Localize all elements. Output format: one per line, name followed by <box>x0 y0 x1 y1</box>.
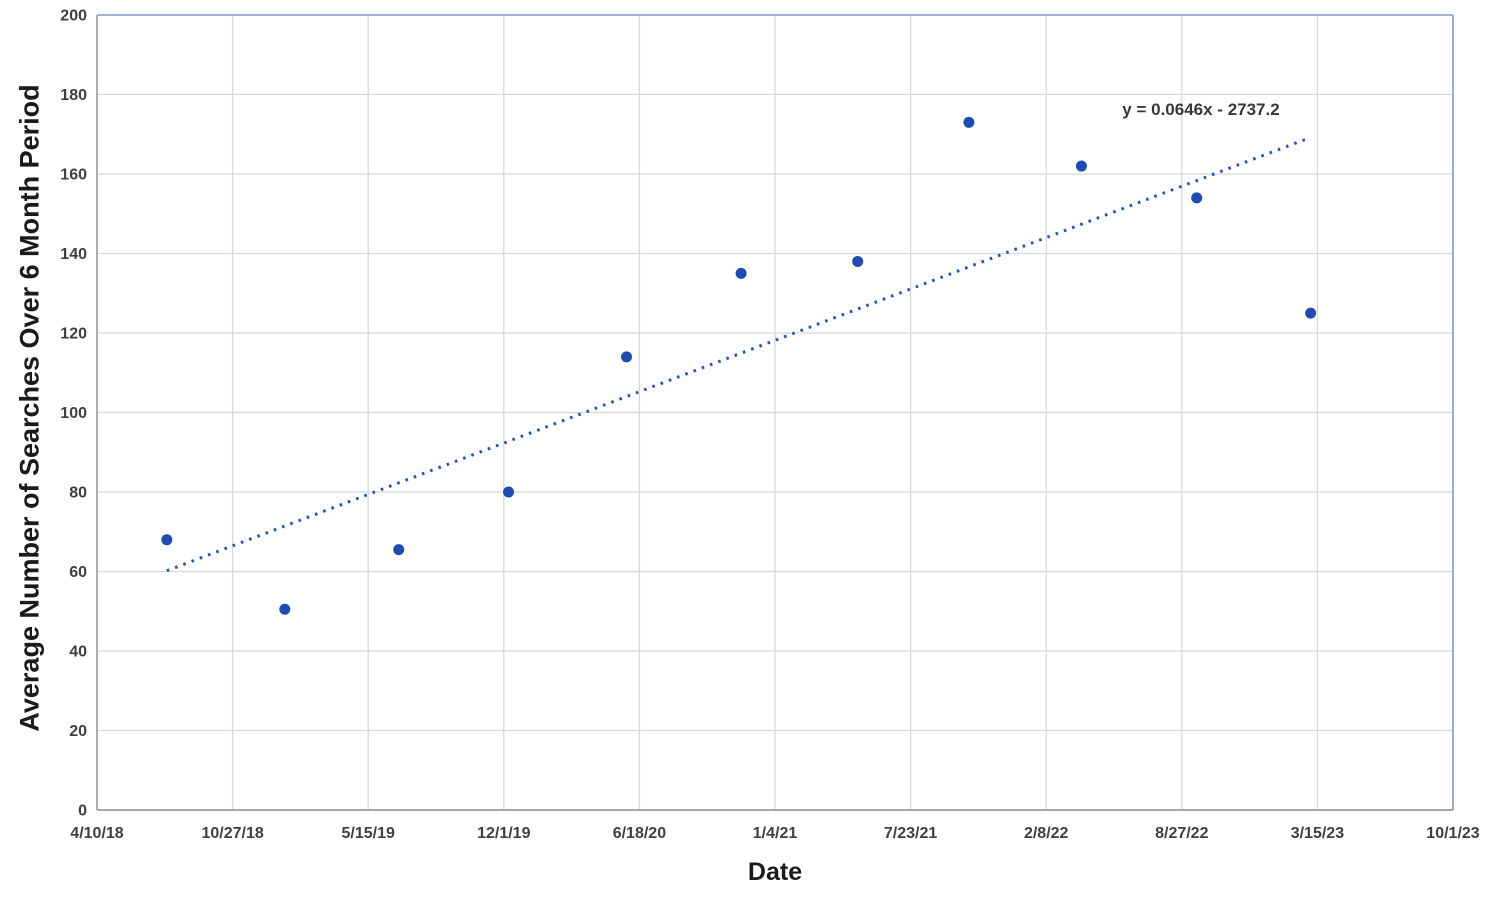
x-tick-label: 10/27/18 <box>201 825 263 842</box>
y-tick-label: 40 <box>69 644 87 661</box>
data-point <box>279 603 291 615</box>
data-point <box>161 534 173 546</box>
x-tick-label: 12/1/19 <box>477 825 530 842</box>
data-point <box>852 255 864 267</box>
y-axis-title: Average Number of Searches Over 6 Month … <box>14 84 45 732</box>
y-tick-label: 0 <box>78 803 87 820</box>
x-axis-title: Date <box>747 858 803 886</box>
data-point <box>735 267 747 279</box>
trendline <box>166 136 1312 573</box>
x-tick-label: 6/18/20 <box>613 825 666 842</box>
y-tick-label: 160 <box>60 167 87 184</box>
y-tick-label: 60 <box>69 564 87 581</box>
y-tick-label: 120 <box>60 326 87 343</box>
data-point <box>963 116 975 128</box>
x-tick-label: 3/15/23 <box>1291 825 1344 842</box>
trendline-equation: y = 0.0646x - 2737.2 <box>1122 100 1280 119</box>
y-tick-label: 200 <box>60 8 87 25</box>
x-tick-label: 7/23/21 <box>884 825 937 842</box>
data-point <box>393 544 405 556</box>
data-point <box>503 486 515 498</box>
data-point <box>621 351 633 363</box>
data-point <box>1305 307 1317 319</box>
x-tick-label: 10/1/23 <box>1426 825 1479 842</box>
x-tick-label: 4/10/18 <box>70 825 123 842</box>
y-tick-label: 80 <box>69 485 87 502</box>
x-tick-label: 5/15/19 <box>342 825 395 842</box>
y-tick-label: 20 <box>69 723 87 740</box>
data-point <box>1075 160 1087 172</box>
data-point <box>1191 192 1203 204</box>
x-tick-label: 1/4/21 <box>753 825 798 842</box>
x-tick-label: 8/27/22 <box>1155 825 1208 842</box>
y-tick-label: 100 <box>60 405 87 422</box>
y-tick-label: 180 <box>60 87 87 104</box>
x-tick-label: 2/8/22 <box>1024 825 1069 842</box>
y-tick-label: 140 <box>60 246 87 263</box>
